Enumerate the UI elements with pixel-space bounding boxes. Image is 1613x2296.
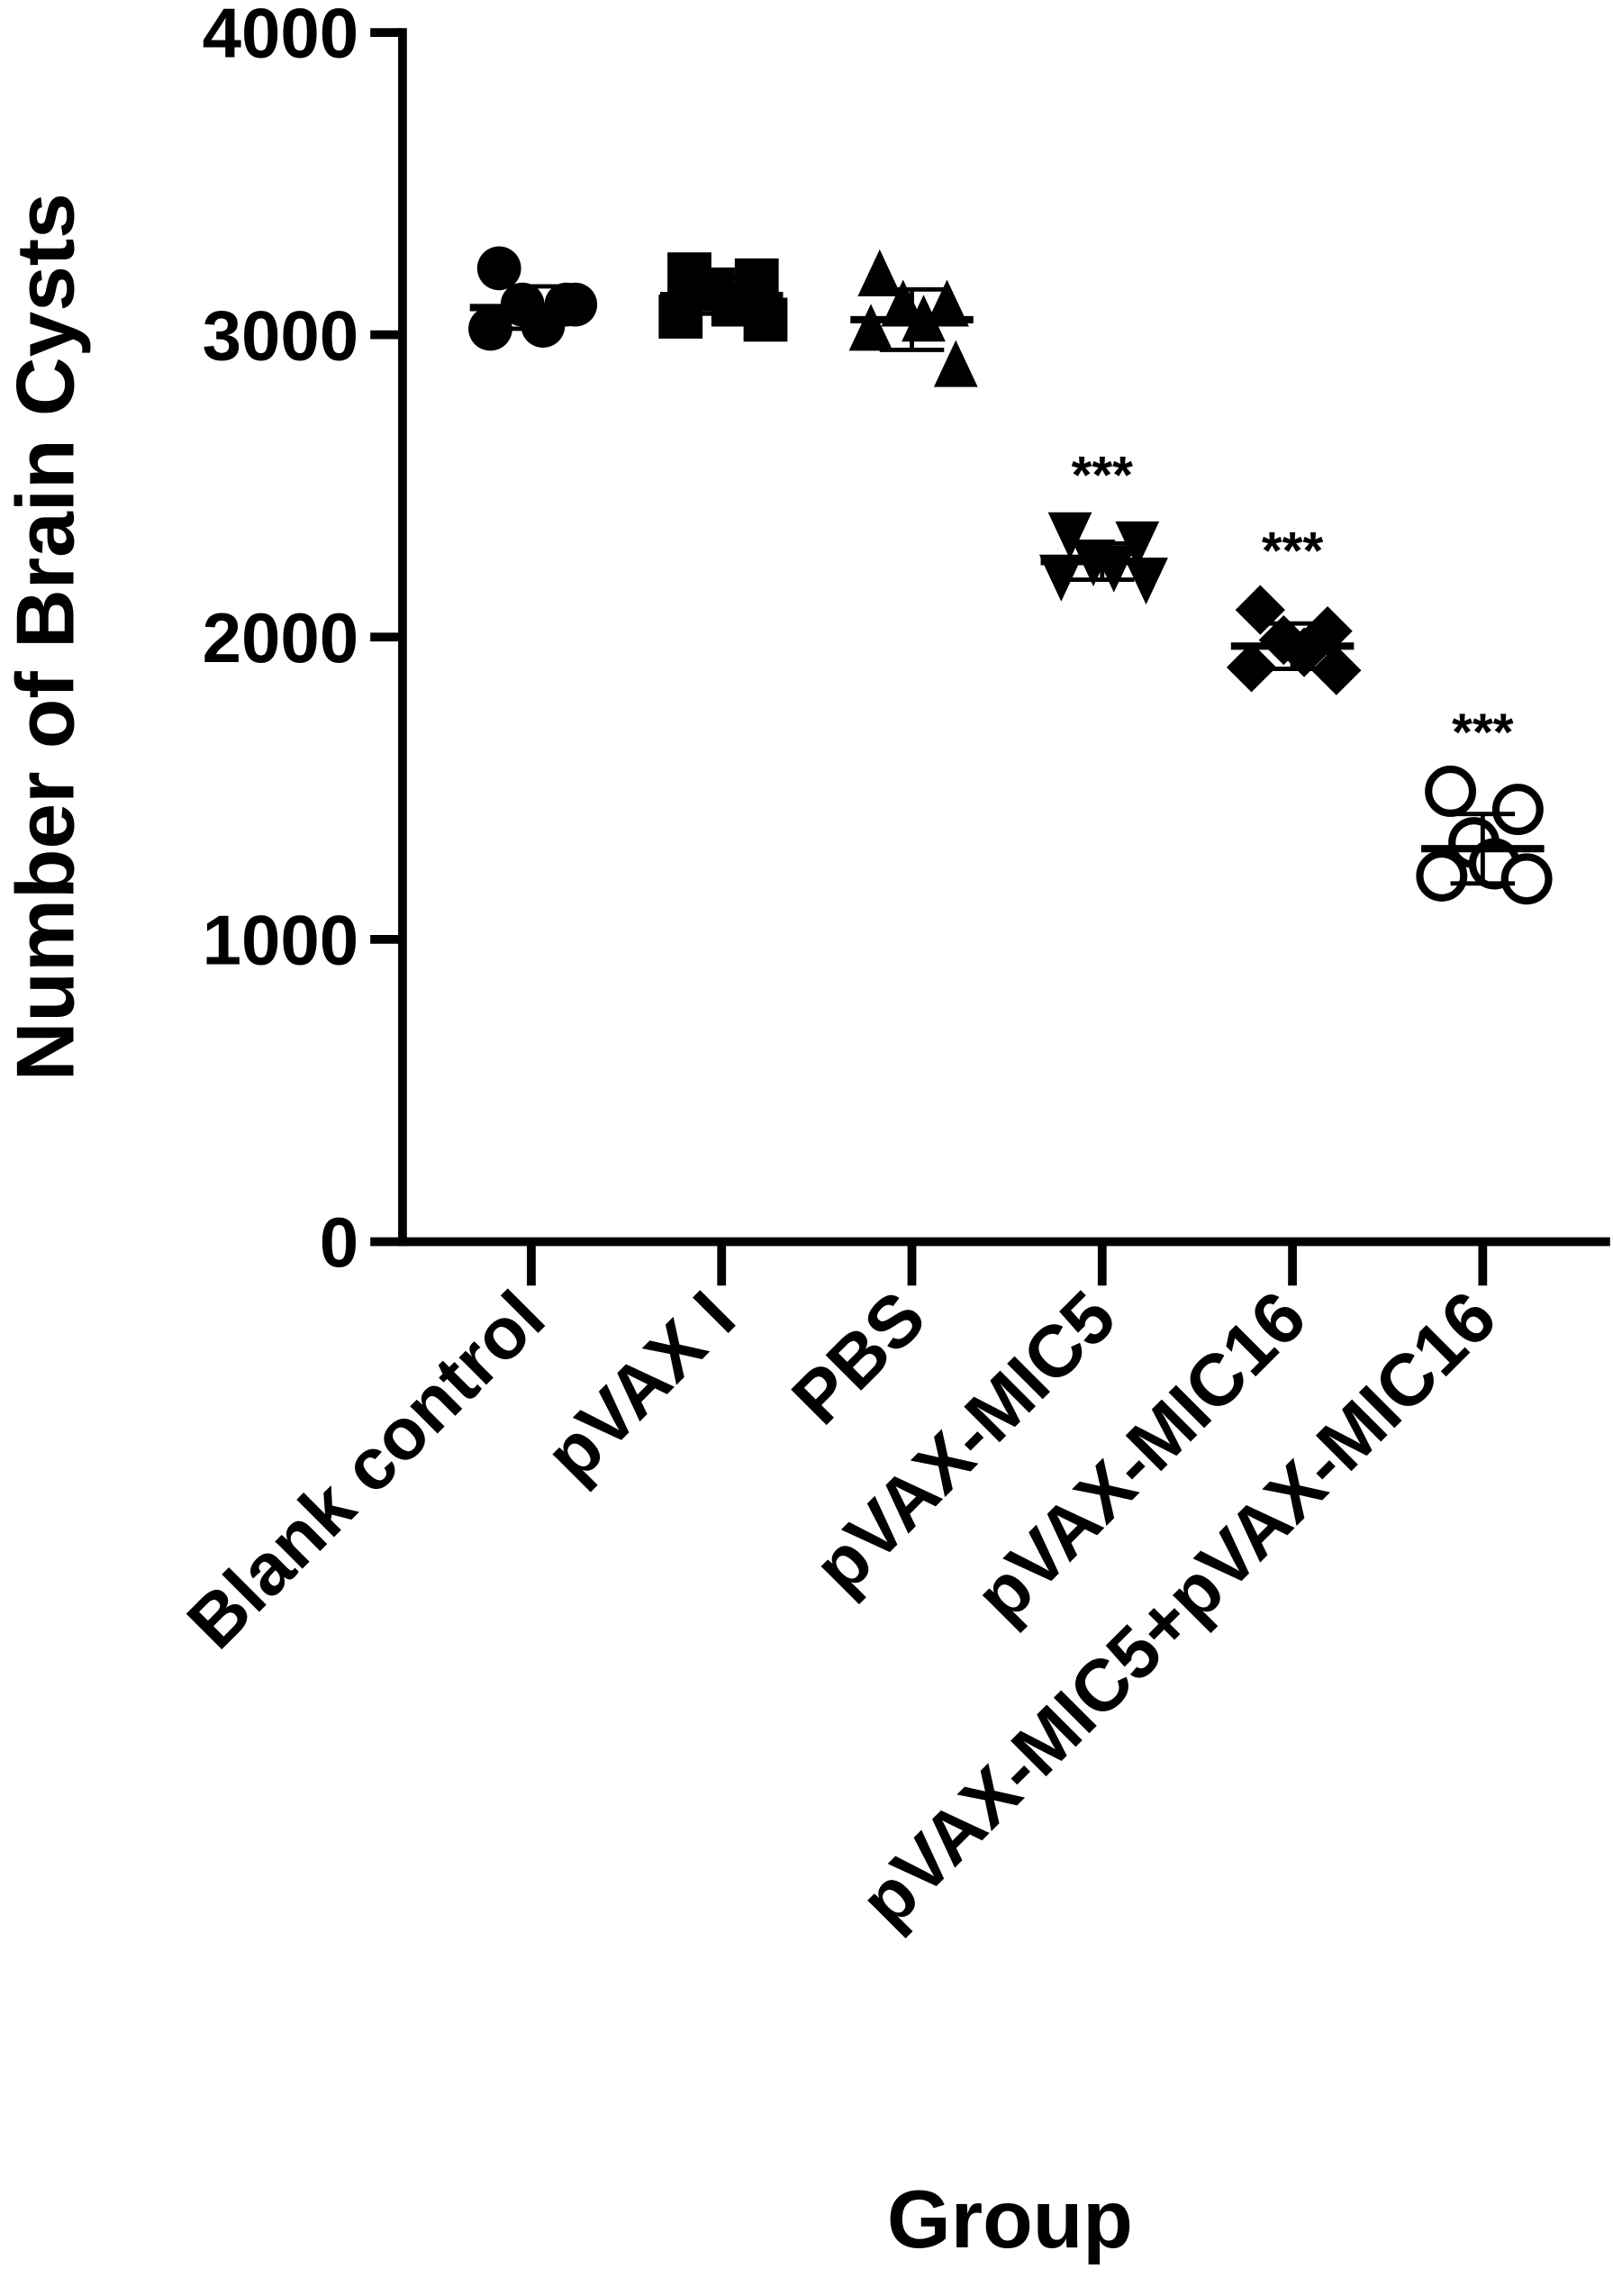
point (1491, 784, 1544, 836)
y-tick-label: 0 (320, 1202, 358, 1282)
point (848, 304, 893, 351)
point (658, 295, 703, 339)
point (1226, 642, 1277, 693)
point (1500, 853, 1553, 905)
point (1038, 554, 1083, 602)
y-axis-title: Number of Brain Cysts (0, 193, 91, 1081)
y-tick-label: 2000 (203, 598, 359, 677)
point (1416, 849, 1468, 902)
point (857, 249, 902, 296)
x-tick-label: Blank control (172, 1275, 560, 1664)
point (743, 297, 788, 342)
point (925, 279, 969, 327)
point (933, 340, 978, 387)
point (1311, 645, 1362, 695)
x-tick-label: PBS (776, 1275, 940, 1439)
y-tick-label: 1000 (203, 901, 359, 980)
significance-label: *** (1452, 703, 1514, 762)
y-tick-label: 4000 (203, 0, 359, 73)
point (1425, 766, 1477, 817)
point (1115, 521, 1160, 568)
x-axis-title: Group (887, 2174, 1133, 2265)
point (1124, 558, 1168, 605)
point (1047, 512, 1092, 559)
point (476, 246, 521, 291)
point (468, 306, 512, 351)
y-tick-label: 3000 (203, 295, 359, 375)
significance-label: *** (1072, 447, 1134, 505)
significance-label: *** (1262, 522, 1324, 581)
x-tick-label: pVAX-MIC16 (960, 1275, 1322, 1638)
x-tick-label: pVAX I (530, 1275, 750, 1496)
